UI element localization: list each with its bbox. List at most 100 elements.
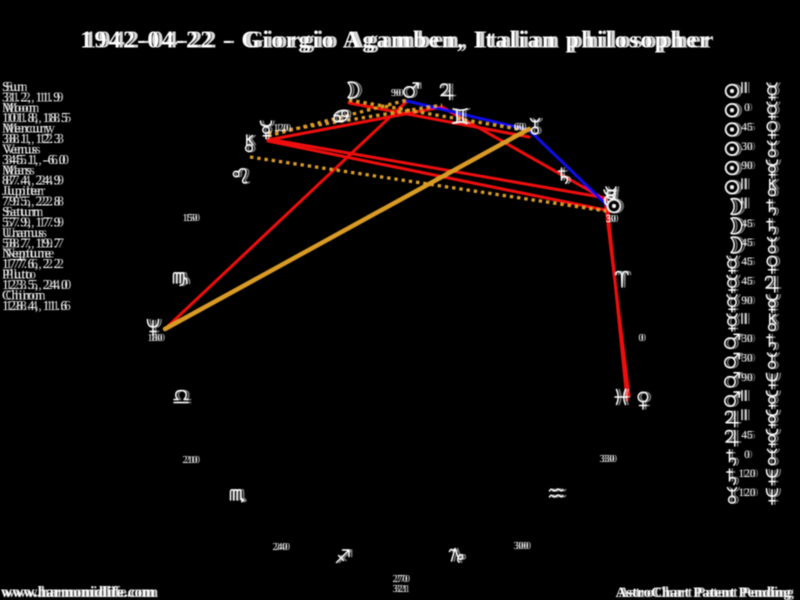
svg-text:Jupiter: Jupiter <box>6 183 46 198</box>
svg-text:270: 270 <box>395 574 410 585</box>
svg-text:45: 45 <box>744 256 756 268</box>
svg-text:90: 90 <box>741 160 753 172</box>
svg-text:31.2, 11.9: 31.2, 11.9 <box>2 89 61 104</box>
svg-text:58.7, 19.7: 58.7, 19.7 <box>2 235 61 250</box>
svg-text:330: 330 <box>602 454 617 465</box>
svg-text:AstroChart Patent Pending: AstroChart Patent Pending <box>618 585 794 600</box>
svg-text:Venus: Venus <box>6 142 42 157</box>
svg-text:45: 45 <box>744 218 756 230</box>
svg-text:www.harmonidlife.com: www.harmonidlife.com <box>1 584 155 600</box>
svg-text:30: 30 <box>744 333 756 345</box>
svg-text:30: 30 <box>744 141 756 153</box>
svg-text:Saturn: Saturn <box>2 204 40 219</box>
svg-text:45: 45 <box>744 122 756 134</box>
svg-text:Venus: Venus <box>2 142 38 157</box>
svg-text:Chiron: Chiron <box>6 287 47 302</box>
svg-text:345.1, -6.0: 345.1, -6.0 <box>2 152 66 167</box>
svg-text:30: 30 <box>744 353 756 365</box>
svg-text:0: 0 <box>747 102 753 114</box>
svg-text:120: 120 <box>274 123 289 134</box>
svg-text:0: 0 <box>744 449 750 461</box>
svg-text:Uranus: Uranus <box>6 225 48 240</box>
svg-text:45: 45 <box>741 237 753 249</box>
svg-text:123.5, 24.0: 123.5, 24.0 <box>2 277 68 292</box>
svg-text:101.8, 18.5: 101.8, 18.5 <box>6 110 72 125</box>
svg-text:345.1, -6.0: 345.1, -6.0 <box>6 152 70 167</box>
svg-text:30: 30 <box>741 141 753 153</box>
svg-text:Moon: Moon <box>6 100 40 115</box>
svg-text:210: 210 <box>183 455 198 466</box>
svg-text:0: 0 <box>641 333 646 344</box>
svg-text:90: 90 <box>741 295 753 307</box>
svg-text:240: 240 <box>273 542 288 553</box>
svg-text:128.4, 11.6: 128.4, 11.6 <box>6 298 72 313</box>
svg-text:90: 90 <box>744 372 756 384</box>
svg-text:270: 270 <box>393 574 408 585</box>
svg-text:120: 120 <box>276 123 291 134</box>
svg-text:87.4, 24.9: 87.4, 24.9 <box>6 173 65 188</box>
svg-text:321: 321 <box>393 584 408 595</box>
svg-text:31.2, 11.9: 31.2, 11.9 <box>6 89 65 104</box>
svg-text:Mercury: Mercury <box>2 121 52 136</box>
svg-text:128.4, 11.6: 128.4, 11.6 <box>2 298 68 313</box>
svg-text:150: 150 <box>183 213 198 224</box>
svg-text:330: 330 <box>600 454 615 465</box>
svg-text:120: 120 <box>738 487 756 499</box>
svg-text:Mercury: Mercury <box>6 121 56 136</box>
svg-text:90: 90 <box>394 88 404 99</box>
svg-text:Neptune: Neptune <box>2 246 51 261</box>
svg-text:Moon: Moon <box>2 100 36 115</box>
svg-text:Neptune: Neptune <box>6 246 55 261</box>
svg-text:57.9, 17.9: 57.9, 17.9 <box>6 214 65 229</box>
svg-text:90: 90 <box>391 88 401 99</box>
svg-text:Chiron: Chiron <box>2 287 43 302</box>
svg-text:www.harmonidlife.com: www.harmonidlife.com <box>4 584 158 600</box>
svg-text:Sun: Sun <box>2 79 25 94</box>
svg-text:45: 45 <box>741 256 753 268</box>
svg-text:180: 180 <box>148 333 163 344</box>
svg-text:0: 0 <box>639 333 644 344</box>
svg-text:30: 30 <box>741 333 753 345</box>
svg-text:60: 60 <box>514 122 524 133</box>
svg-text:90: 90 <box>744 295 756 307</box>
svg-text:240: 240 <box>275 542 290 553</box>
svg-text:300: 300 <box>516 541 531 552</box>
svg-text:45: 45 <box>741 218 753 230</box>
svg-text:79.5, 22.8: 79.5, 22.8 <box>6 194 65 209</box>
svg-text:Mars: Mars <box>6 162 36 177</box>
svg-text:210: 210 <box>185 455 200 466</box>
svg-text:30: 30 <box>609 214 619 225</box>
svg-text:45: 45 <box>744 276 756 288</box>
svg-text:0: 0 <box>744 102 750 114</box>
svg-text:120: 120 <box>738 468 756 480</box>
svg-text:Saturn: Saturn <box>6 204 44 219</box>
svg-text:38.1, 12.3: 38.1, 12.3 <box>6 131 65 146</box>
svg-text:60: 60 <box>517 122 527 133</box>
svg-text:180: 180 <box>150 333 165 344</box>
svg-text:38.1, 12.3: 38.1, 12.3 <box>2 131 61 146</box>
svg-text:1942-04-22 - Giorgio Agamben,: 1942-04-22 - Giorgio Agamben, Italian ph… <box>80 28 712 54</box>
svg-text:0: 0 <box>747 449 753 461</box>
svg-text:120: 120 <box>741 487 759 499</box>
svg-text:87.4, 24.9: 87.4, 24.9 <box>2 173 61 188</box>
svg-text:300: 300 <box>514 541 529 552</box>
svg-text:45: 45 <box>741 276 753 288</box>
svg-text:45: 45 <box>744 430 756 442</box>
svg-text:Sun: Sun <box>6 79 29 94</box>
svg-text:58.7, 19.7: 58.7, 19.7 <box>6 235 65 250</box>
svg-text:120: 120 <box>741 468 759 480</box>
svg-text:30: 30 <box>606 214 616 225</box>
svg-text:45: 45 <box>741 430 753 442</box>
svg-text:45: 45 <box>744 237 756 249</box>
svg-text:AstroChart Patent Pending: AstroChart Patent Pending <box>615 585 791 600</box>
svg-text:45: 45 <box>741 122 753 134</box>
svg-text:177.6, 2.2: 177.6, 2.2 <box>6 256 65 271</box>
svg-text:Pluto: Pluto <box>2 267 33 282</box>
svg-text:Jupiter: Jupiter <box>2 183 42 198</box>
svg-text:90: 90 <box>744 160 756 172</box>
svg-text:177.6, 2.2: 177.6, 2.2 <box>2 256 61 271</box>
svg-text:Mars: Mars <box>2 162 32 177</box>
svg-text:30: 30 <box>741 353 753 365</box>
svg-text:57.9, 17.9: 57.9, 17.9 <box>2 214 61 229</box>
svg-text:Uranus: Uranus <box>2 225 44 240</box>
